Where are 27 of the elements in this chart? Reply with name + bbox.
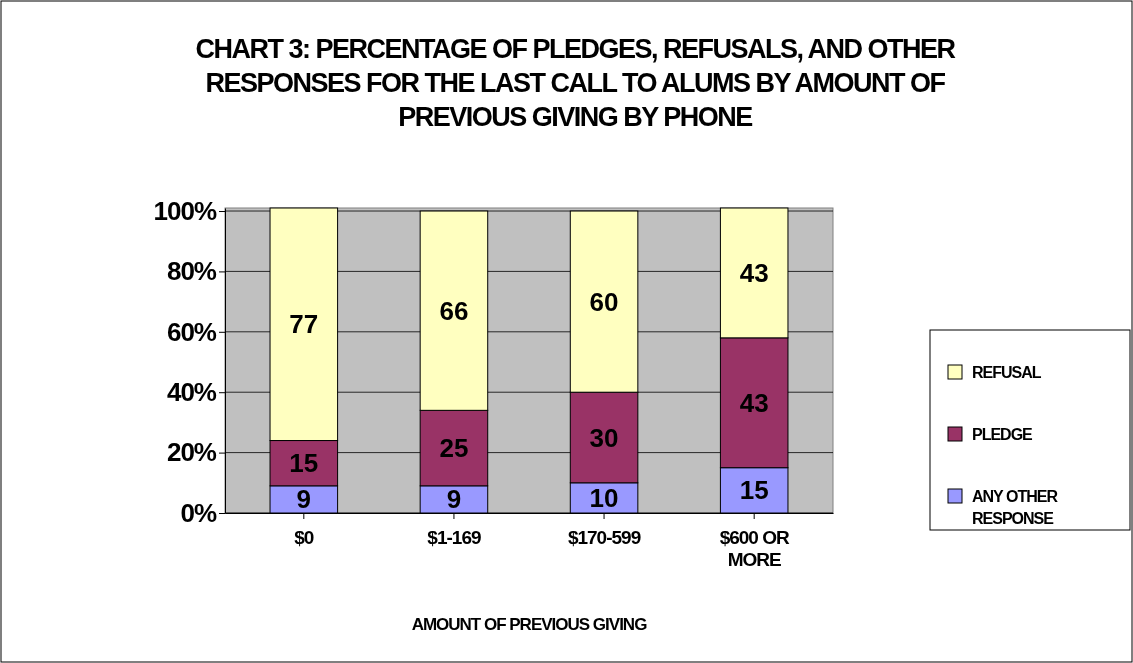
y-tick-label: 60% [166,316,217,347]
y-tick-label: 100% [153,195,217,226]
x-tick-label: $170-599 [567,527,641,549]
legend-label: ANY OTHER RESPONSE [972,488,1059,527]
x-axis-title: AMOUNT OF PREVIOUS GIVING [411,615,648,634]
data-label: 43 [739,257,769,288]
data-label: 43 [739,387,769,418]
y-tick-label: 80% [166,256,217,287]
data-label: 9 [296,484,312,515]
data-label: 30 [589,422,619,453]
data-label: 10 [589,482,619,513]
y-tick-label: 40% [166,377,217,408]
legend-label: PLEDGE [972,426,1034,443]
data-label: 60 [589,286,619,317]
chart-title: CHART 3: PERCENTAGE OF PLEDGES, REFUSALS, AND OTHER RESPONSES FOR THE LAST CALL TO ALUMS BY AMOUNT OF PREVIOUS GIVING BY PHONE [195,34,956,132]
x-tick-label: $0 [294,527,314,549]
x-tick-label: $600 OR MORE [719,527,790,571]
y-tick-label: 0% [180,497,217,528]
legend-label: REFUSAL [972,364,1042,381]
data-label: 15 [739,475,769,506]
data-label: 15 [289,448,319,479]
x-tick-label: $1-169 [427,527,481,549]
y-tick-label: 20% [166,437,217,468]
data-label: 25 [439,433,469,464]
data-label: 66 [439,295,469,326]
data-label: 77 [289,309,319,340]
data-label: 9 [446,484,462,515]
